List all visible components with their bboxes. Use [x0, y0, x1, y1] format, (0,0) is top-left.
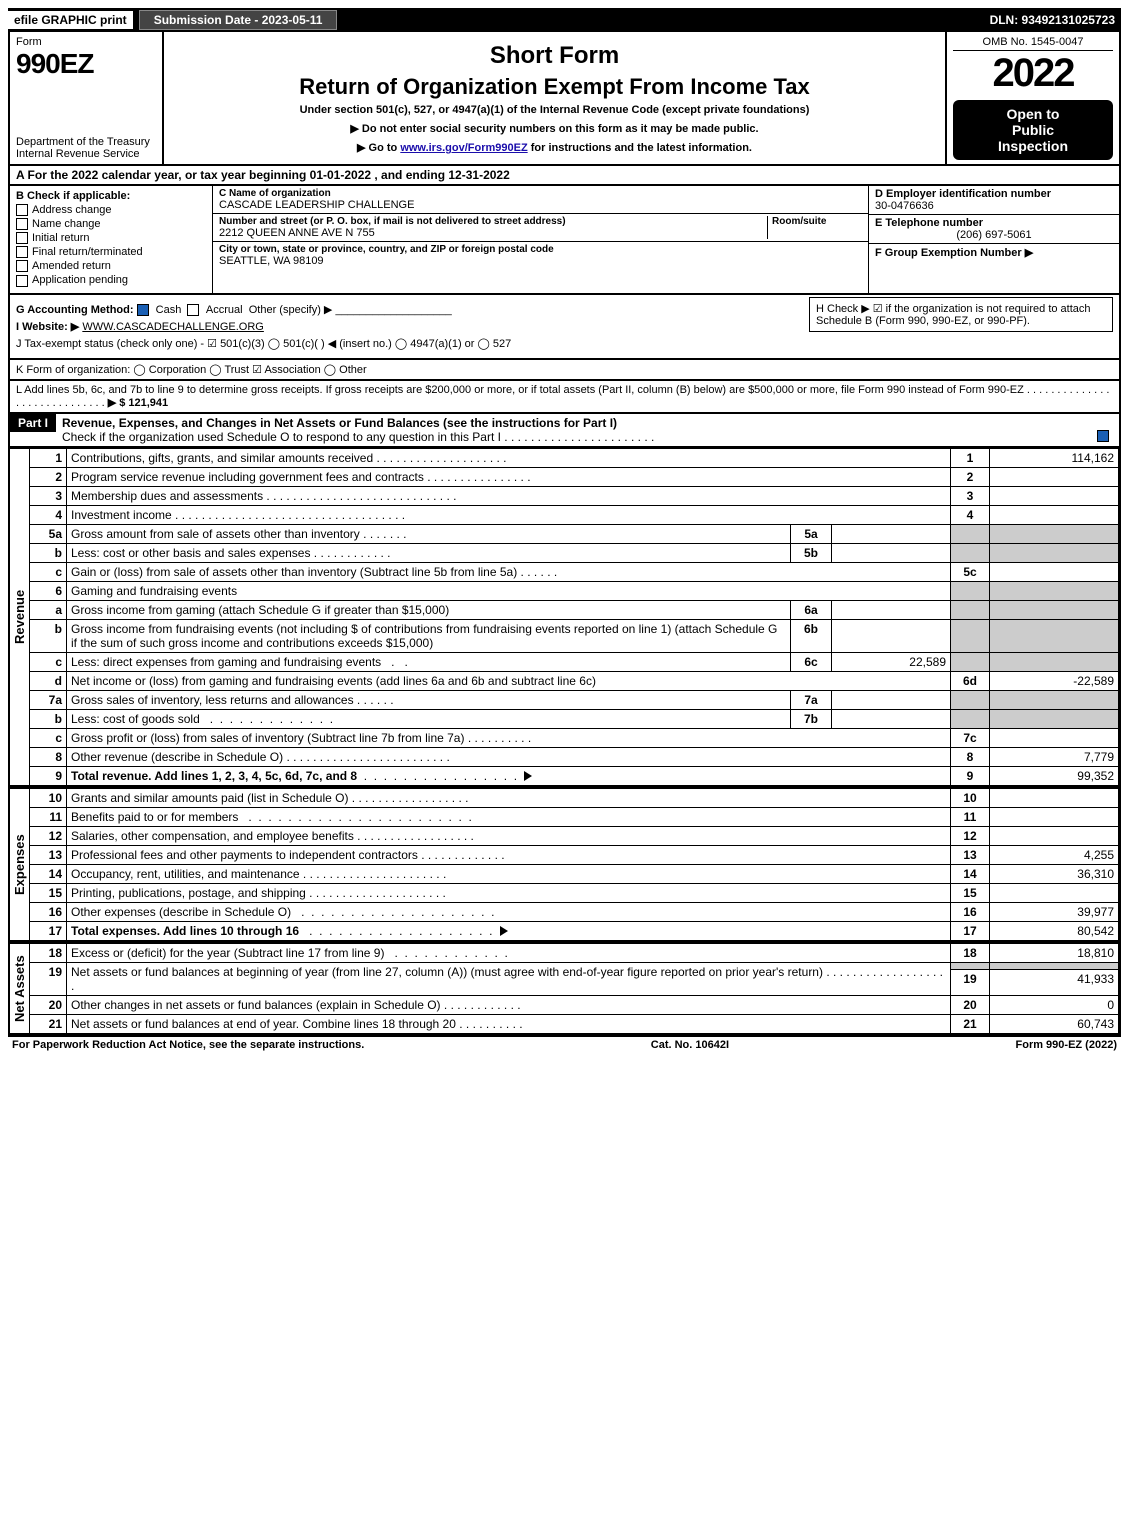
irs-label: Internal Revenue Service — [16, 148, 156, 160]
open-to-public: Open to Public Inspection — [953, 100, 1113, 160]
line-17-amount: 80,542 — [990, 921, 1119, 940]
telephone: (206) 697-5061 — [875, 229, 1113, 241]
group-exemption: F Group Exemption Number ▶ — [875, 246, 1113, 259]
line-13-amount: 4,255 — [990, 845, 1119, 864]
checkbox-schedule-o[interactable] — [1097, 430, 1109, 442]
line-6d-amount: -22,589 — [990, 671, 1119, 690]
org-address: 2212 QUEEN ANNE AVE N 755 — [219, 227, 767, 239]
section-h: H Check ▶ ☑ if the organization is not r… — [809, 297, 1113, 332]
sections-ghij: G Accounting Method: Cash Accrual Other … — [8, 295, 1121, 360]
checkbox-amended-return[interactable] — [16, 260, 28, 272]
org-name: CASCADE LEADERSHIP CHALLENGE — [219, 199, 862, 211]
form-version: Form 990-EZ (2022) — [1016, 1039, 1117, 1051]
ein-value: 30-0476636 — [875, 200, 1113, 212]
line-9-amount: 99,352 — [990, 766, 1119, 785]
arrow-icon — [524, 771, 532, 781]
line-6c-value: 22,589 — [832, 652, 951, 671]
line-14-amount: 36,310 — [990, 864, 1119, 883]
submission-date: Submission Date - 2023-05-11 — [139, 10, 338, 30]
line-21-amount: 60,743 — [990, 1014, 1119, 1033]
arrow-icon — [500, 926, 508, 936]
section-a: A For the 2022 calendar year, or tax yea… — [8, 166, 1121, 186]
checkbox-address-change[interactable] — [16, 204, 28, 216]
omb-number: OMB No. 1545-0047 — [953, 36, 1113, 51]
expenses-sidebar: Expenses — [10, 788, 30, 941]
netassets-sidebar: Net Assets — [10, 943, 30, 1034]
form-number: 990EZ — [16, 48, 156, 80]
line-19-amount: 41,933 — [990, 969, 1119, 995]
dln: DLN: 93492131025723 — [990, 13, 1121, 27]
checkbox-initial-return[interactable] — [16, 232, 28, 244]
checkbox-cash[interactable] — [137, 304, 149, 316]
tax-year: 2022 — [953, 51, 1113, 96]
net-assets-section: Net Assets 18Excess or (deficit) for the… — [8, 943, 1121, 1036]
revenue-sidebar: Revenue — [10, 448, 30, 786]
irs-link[interactable]: www.irs.gov/Form990EZ — [400, 142, 527, 154]
checkbox-name-change[interactable] — [16, 218, 28, 230]
line-16-amount: 39,977 — [990, 902, 1119, 921]
dept-treasury: Department of the Treasury — [16, 136, 156, 148]
part-i-header: Part I Revenue, Expenses, and Changes in… — [8, 414, 1121, 448]
sections-bcdef: B Check if applicable: Address change Na… — [8, 186, 1121, 295]
line-8-amount: 7,779 — [990, 747, 1119, 766]
org-city: SEATTLE, WA 98109 — [219, 255, 862, 267]
gross-receipts: ▶ $ 121,941 — [108, 397, 168, 409]
page-footer: For Paperwork Reduction Act Notice, see … — [8, 1036, 1121, 1053]
paperwork-notice: For Paperwork Reduction Act Notice, see … — [12, 1039, 364, 1051]
catalog-number: Cat. No. 10642I — [651, 1039, 729, 1051]
section-j: J Tax-exempt status (check only one) - ☑… — [16, 337, 1113, 350]
return-title: Return of Organization Exempt From Incom… — [170, 74, 939, 100]
sections-def: D Employer identification number 30-0476… — [869, 186, 1119, 293]
line-20-amount: 0 — [990, 995, 1119, 1014]
efile-label: efile GRAPHIC print — [8, 11, 133, 29]
section-l: L Add lines 5b, 6c, and 7b to line 9 to … — [8, 381, 1121, 414]
goto-instructions: ▶ Go to www.irs.gov/Form990EZ for instru… — [170, 141, 939, 154]
revenue-section: Revenue 1Contributions, gifts, grants, a… — [8, 448, 1121, 788]
section-k: K Form of organization: ◯ Corporation ◯ … — [8, 360, 1121, 381]
line-1-amount: 114,162 — [990, 448, 1119, 467]
checkbox-accrual[interactable] — [187, 304, 199, 316]
top-bar: efile GRAPHIC print Submission Date - 20… — [8, 8, 1121, 32]
checkbox-final-return[interactable] — [16, 246, 28, 258]
form-word: Form — [16, 36, 156, 48]
section-b: B Check if applicable: Address change Na… — [10, 186, 213, 293]
ssn-warning: ▶ Do not enter social security numbers o… — [170, 122, 939, 135]
short-form-title: Short Form — [170, 42, 939, 70]
section-c: C Name of organization CASCADE LEADERSHI… — [213, 186, 869, 293]
checkbox-application-pending[interactable] — [16, 275, 28, 287]
line-18-amount: 18,810 — [990, 943, 1119, 962]
expenses-section: Expenses 10Grants and similar amounts pa… — [8, 788, 1121, 943]
form-header: Form 990EZ Department of the Treasury In… — [8, 32, 1121, 166]
website-link[interactable]: WWW.CASCADECHALLENGE.ORG — [82, 321, 264, 333]
under-section: Under section 501(c), 527, or 4947(a)(1)… — [170, 104, 939, 116]
